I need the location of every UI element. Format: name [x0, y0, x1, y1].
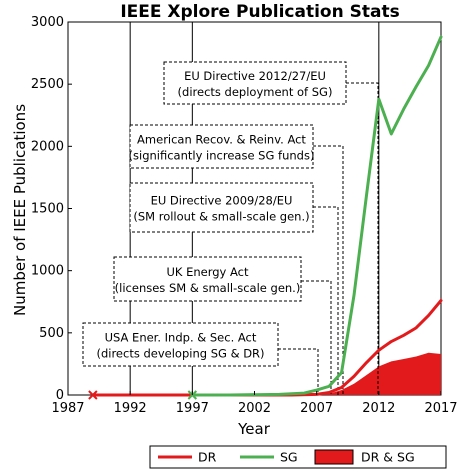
- annotation-title-1: American Recov. & Reinv. Act: [137, 133, 306, 147]
- x-tick-label-1997: 1997: [176, 401, 209, 416]
- annotation-title-4: USA Ener. Indp. & Sec. Act: [105, 331, 257, 345]
- legend-items: DR SG DR & SG: [158, 449, 415, 465]
- annotation-box-1: [129, 124, 314, 169]
- y-tick-label-1000: 1000: [31, 264, 64, 279]
- x-tick-label-2002: 2002: [238, 401, 271, 416]
- annotation-detail-4: (directs developing SG & DR): [96, 347, 264, 361]
- annotation-2: EU Directive 2009/28/EU (SM rollout & sma…: [129, 182, 314, 233]
- annotation-3: UK Energy Act (licenses SM & small-scale …: [113, 256, 302, 302]
- annotation-detail-3: (licenses SM & small-scale gen.): [115, 281, 301, 295]
- legend-label: SG: [280, 450, 298, 465]
- legend-item-sg: SG: [240, 450, 298, 465]
- x-tick-label-2017: 2017: [424, 401, 457, 416]
- annotation-box-4: [82, 322, 279, 367]
- legend-item-dr-sg: DR & SG: [314, 449, 415, 465]
- annotation-leader-0: [346, 82, 379, 395]
- y-tick-label-500: 500: [39, 326, 64, 341]
- annotation-detail-1: (significantly increase SG funds): [129, 149, 315, 163]
- y-tick-label-2500: 2500: [31, 77, 64, 92]
- x-axis-label: Year: [237, 420, 271, 438]
- legend-item-dr: DR: [158, 450, 217, 465]
- chart-title: IEEE Xplore Publication Stats: [120, 2, 399, 22]
- legend-label: DR & SG: [361, 450, 415, 465]
- annotation-box-2: [129, 182, 314, 233]
- annotation-box-3: [113, 256, 302, 302]
- x-tick-label-2007: 2007: [300, 401, 333, 416]
- y-axis-label: Number of IEEE Publications: [11, 104, 29, 316]
- annotation-detail-2: (SM rollout & small-scale gen.): [133, 210, 309, 224]
- series-line-sg: [190, 35, 443, 397]
- annotations: EU Directive 2012/27/EU (directs deployme…: [82, 61, 347, 367]
- legend: [149, 445, 447, 469]
- area-layer: [316, 352, 441, 395]
- annotation-title-0: EU Directive 2012/27/EU: [184, 69, 326, 83]
- annotation-leader-3: [301, 280, 332, 395]
- annotation-4: USA Ener. Indp. & Sec. Act (directs devel…: [82, 322, 279, 367]
- annotation-1: American Recov. & Reinv. Act (significant…: [129, 124, 315, 169]
- y-tick-label-3000: 3000: [31, 15, 64, 30]
- x-tick-label-1992: 1992: [114, 401, 147, 416]
- annotation-leaders: [278, 82, 379, 395]
- annotation-box-0: [163, 61, 347, 105]
- x-tick-label-1987: 1987: [51, 401, 84, 416]
- annotation-leader-4: [278, 348, 319, 395]
- legend-label: DR: [198, 450, 217, 465]
- series-area-dr-sg: [316, 352, 441, 395]
- annotation-detail-0: (directs deployment of SG): [178, 85, 333, 99]
- y-tick-label-0: 0: [56, 388, 64, 403]
- annotation-leader-1: [313, 145, 344, 395]
- legend-swatch: [314, 449, 354, 465]
- annotation-0: EU Directive 2012/27/EU (directs deployme…: [163, 61, 347, 105]
- y-tick-label-1500: 1500: [31, 202, 64, 217]
- x-tick-label-2012: 2012: [362, 401, 395, 416]
- x-axis-ticks: 1987 1992 1997 2002 2007 2012 2017: [51, 391, 458, 416]
- lines-layer: [91, 35, 443, 397]
- marker-dr-start: [88, 390, 98, 400]
- annotation-leader-2: [313, 206, 339, 395]
- y-axis-ticks: 0 500 1000 1500 2000 2500 3000: [31, 15, 72, 403]
- annotation-title-3: UK Energy Act: [166, 265, 249, 279]
- annotation-title-2: EU Directive 2009/28/EU: [151, 194, 293, 208]
- y-tick-label-2000: 2000: [31, 139, 64, 154]
